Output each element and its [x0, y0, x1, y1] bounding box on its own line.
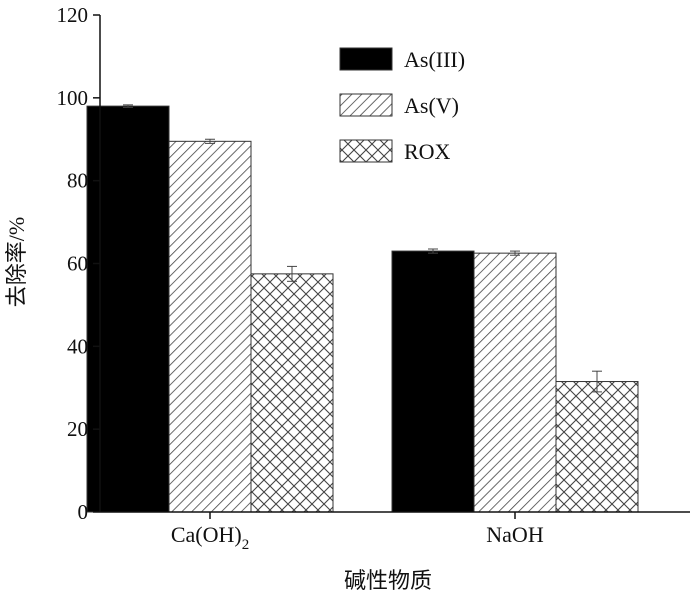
- legend-swatch: [339, 139, 393, 163]
- legend-label: As(III): [404, 47, 465, 72]
- plot-area: 0 20 40 60 80 100 120 Ca(OH)2 NaOH: [57, 3, 690, 553]
- x-tick-label-main: NaOH: [486, 522, 544, 547]
- x-tick-label: NaOH: [486, 522, 544, 547]
- y-axis-label: 去除率/%: [4, 217, 29, 307]
- bar-rox-1: [555, 381, 639, 513]
- bar-as-iii--1: [391, 250, 475, 513]
- y-tick-label: 80: [67, 169, 88, 193]
- y-tick-label: 20: [67, 417, 88, 441]
- x-ticks-group: Ca(OH)2 NaOH: [171, 512, 544, 553]
- x-axis-label: 碱性物质: [344, 568, 432, 593]
- y-tick-label: 40: [67, 334, 88, 358]
- x-tick-label-main: Ca(OH): [171, 522, 242, 547]
- bar-as-v--0: [168, 140, 252, 513]
- bar-rox-0: [250, 273, 334, 513]
- error-bars-group: [123, 104, 602, 393]
- legend-swatch: [339, 93, 393, 117]
- bars-group: [86, 105, 639, 513]
- x-tick-label-subscript: 2: [242, 537, 250, 553]
- legend: As(III) As(V) ROX: [339, 47, 465, 164]
- bar-as-v--1: [473, 252, 557, 513]
- y-ticks-group: 0 20 40 60 80 100 120: [57, 3, 100, 524]
- y-tick-label: 0: [78, 500, 89, 524]
- y-tick-label: 120: [57, 3, 89, 27]
- legend-swatch: [339, 47, 393, 71]
- y-tick-label: 100: [57, 86, 89, 110]
- legend-label: ROX: [404, 139, 451, 164]
- legend-label: As(V): [404, 93, 459, 118]
- x-tick-label: Ca(OH)2: [171, 522, 249, 553]
- y-tick-label: 60: [67, 252, 88, 276]
